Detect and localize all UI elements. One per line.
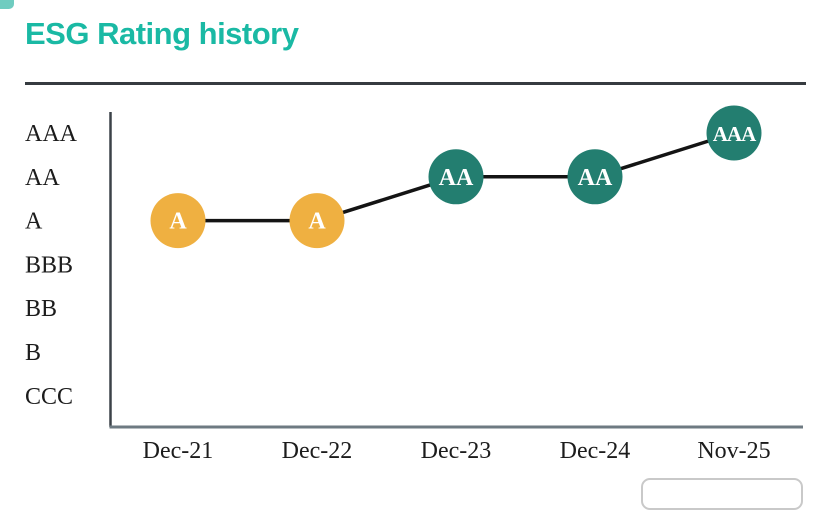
y-tick-label: B bbox=[25, 340, 41, 366]
cropped-teal-element bbox=[0, 0, 14, 9]
y-tick-label: BBB bbox=[25, 252, 73, 278]
title-divider bbox=[25, 82, 806, 85]
data-point bbox=[706, 105, 762, 161]
data-point bbox=[289, 193, 345, 249]
y-tick-label: BB bbox=[25, 296, 57, 322]
x-tick-label: Nov-25 bbox=[697, 438, 770, 464]
data-point-label: AAA bbox=[713, 122, 757, 146]
y-tick-label: A bbox=[25, 209, 43, 235]
cutoff-button[interactable] bbox=[641, 478, 803, 510]
x-tick-label: Dec-23 bbox=[421, 438, 492, 464]
x-tick-label: Dec-21 bbox=[143, 438, 214, 464]
data-point-label: AA bbox=[439, 165, 474, 191]
data-point bbox=[150, 193, 206, 249]
page-title: ESG Rating history bbox=[25, 16, 299, 51]
data-point-label: AA bbox=[578, 165, 613, 191]
y-tick-label: AAA bbox=[25, 121, 78, 147]
data-point-label: A bbox=[308, 209, 326, 235]
data-point bbox=[567, 149, 623, 205]
data-point-label: A bbox=[169, 209, 187, 235]
y-tick-label: AA bbox=[25, 165, 60, 191]
x-tick-label: Dec-22 bbox=[282, 438, 353, 464]
data-point bbox=[428, 149, 484, 205]
x-tick-label: Dec-24 bbox=[560, 438, 631, 464]
y-tick-label: CCC bbox=[25, 384, 73, 410]
